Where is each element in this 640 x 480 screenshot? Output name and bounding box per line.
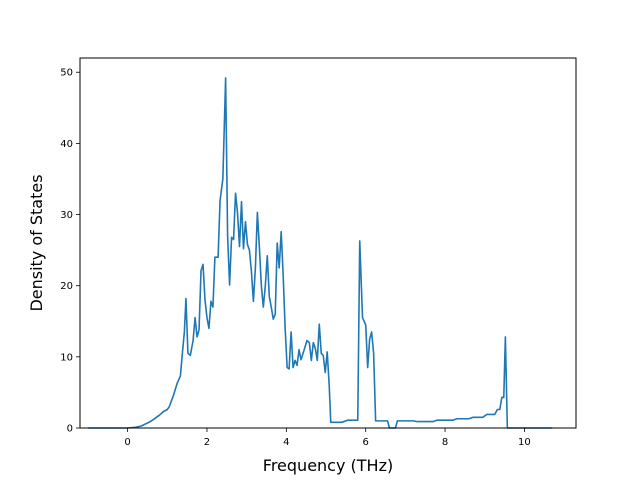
y-axis-label: Density of States: [27, 174, 46, 311]
y-tick-label: 0: [67, 424, 73, 435]
y-tick-label: 30: [60, 210, 73, 221]
y-tick-label: 20: [60, 281, 73, 292]
y-tick-label: 50: [60, 68, 73, 79]
x-axis-label: Frequency (THz): [263, 456, 393, 475]
x-tick-label: 2: [204, 437, 210, 448]
y-tick-label: 40: [60, 139, 73, 150]
axes-frame: [79, 57, 577, 429]
x-tick-label: 4: [283, 437, 289, 448]
x-tick-label: 0: [124, 437, 130, 448]
x-tick-label: 6: [363, 437, 369, 448]
x-tick-label: 8: [442, 437, 448, 448]
y-tick-label: 10: [60, 352, 73, 363]
x-tick-label: 10: [518, 437, 531, 448]
